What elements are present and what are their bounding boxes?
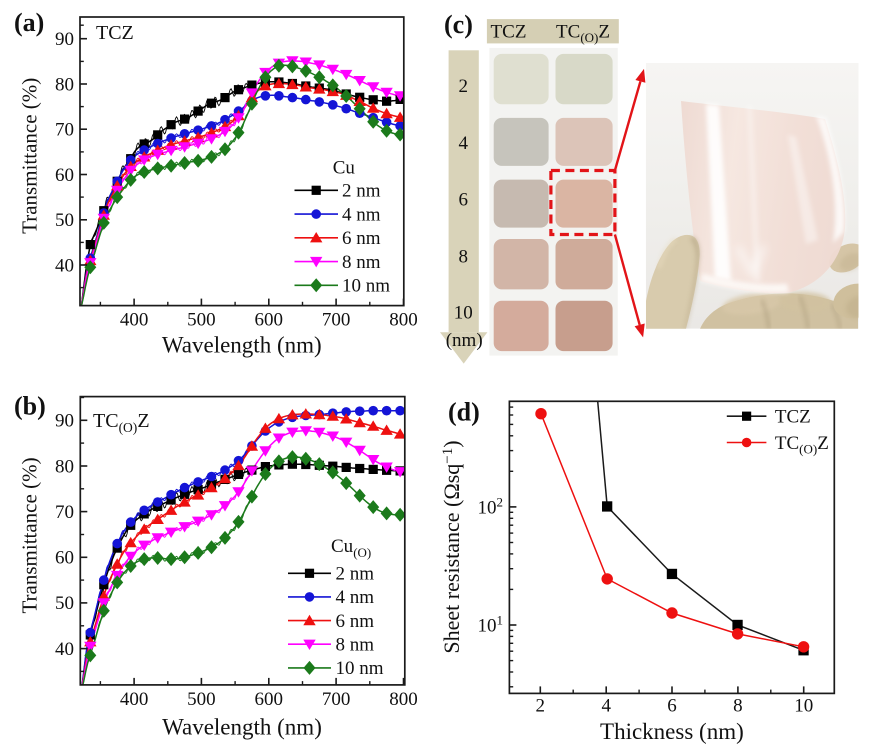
svg-text:600: 600 (255, 310, 284, 331)
svg-text:8: 8 (458, 246, 468, 267)
svg-text:2 nm: 2 nm (342, 181, 381, 202)
svg-text:Transmittance (%): Transmittance (%) (18, 457, 42, 613)
svg-text:TCZ: TCZ (775, 407, 811, 428)
svg-text:50: 50 (55, 593, 74, 614)
svg-text:400: 400 (120, 689, 149, 710)
svg-text:4 nm: 4 nm (336, 587, 375, 608)
svg-text:800: 800 (389, 689, 418, 710)
svg-text:80: 80 (55, 456, 74, 477)
svg-text:10: 10 (794, 696, 813, 717)
svg-text:Sheet resistance (Ωsq−1): Sheet resistance (Ωsq−1) (439, 440, 464, 653)
svg-text:40: 40 (55, 639, 74, 660)
svg-text:10: 10 (454, 303, 473, 324)
svg-text:6 nm: 6 nm (336, 611, 375, 632)
svg-text:4: 4 (458, 133, 468, 154)
svg-text:2 nm: 2 nm (336, 564, 375, 585)
svg-text:6 nm: 6 nm (342, 228, 381, 249)
svg-text:8: 8 (733, 696, 743, 717)
svg-text:80: 80 (55, 74, 74, 95)
svg-text:Wavelength (nm): Wavelength (nm) (162, 333, 322, 358)
svg-text:10 nm: 10 nm (342, 276, 390, 297)
svg-text:Cu: Cu (333, 158, 356, 179)
svg-text:2: 2 (458, 76, 468, 97)
svg-text:500: 500 (187, 689, 216, 710)
svg-text:TCZ: TCZ (96, 22, 134, 44)
svg-text:10 nm: 10 nm (336, 658, 384, 679)
svg-text:60: 60 (55, 165, 74, 186)
svg-text:Thickness (nm): Thickness (nm) (600, 719, 744, 744)
svg-text:2: 2 (536, 696, 546, 717)
svg-text:800: 800 (389, 310, 418, 331)
svg-text:40: 40 (55, 255, 74, 276)
svg-text:(d): (d) (448, 398, 480, 427)
svg-text:Wavelength (nm): Wavelength (nm) (162, 715, 322, 740)
svg-text:(nm): (nm) (446, 330, 483, 351)
svg-text:90: 90 (55, 411, 74, 432)
svg-text:6: 6 (667, 696, 677, 717)
svg-text:60: 60 (55, 548, 74, 569)
svg-text:6: 6 (458, 189, 468, 210)
svg-text:4 nm: 4 nm (342, 204, 381, 225)
svg-text:Transmittance (%): Transmittance (%) (18, 78, 42, 234)
svg-text:70: 70 (55, 120, 74, 141)
svg-text:4: 4 (601, 696, 611, 717)
svg-text:(c): (c) (444, 10, 473, 39)
svg-text:700: 700 (322, 689, 351, 710)
svg-text:8 nm: 8 nm (336, 635, 375, 656)
svg-text:400: 400 (120, 310, 149, 331)
svg-text:90: 90 (55, 29, 74, 50)
svg-text:8 nm: 8 nm (342, 252, 381, 273)
svg-text:700: 700 (322, 310, 351, 331)
svg-text:500: 500 (187, 310, 216, 331)
svg-text:TCZ: TCZ (491, 22, 527, 43)
svg-text:(a): (a) (14, 8, 44, 37)
svg-text:(b): (b) (14, 392, 46, 421)
svg-text:50: 50 (55, 210, 74, 231)
svg-text:600: 600 (255, 689, 284, 710)
svg-text:70: 70 (55, 502, 74, 523)
